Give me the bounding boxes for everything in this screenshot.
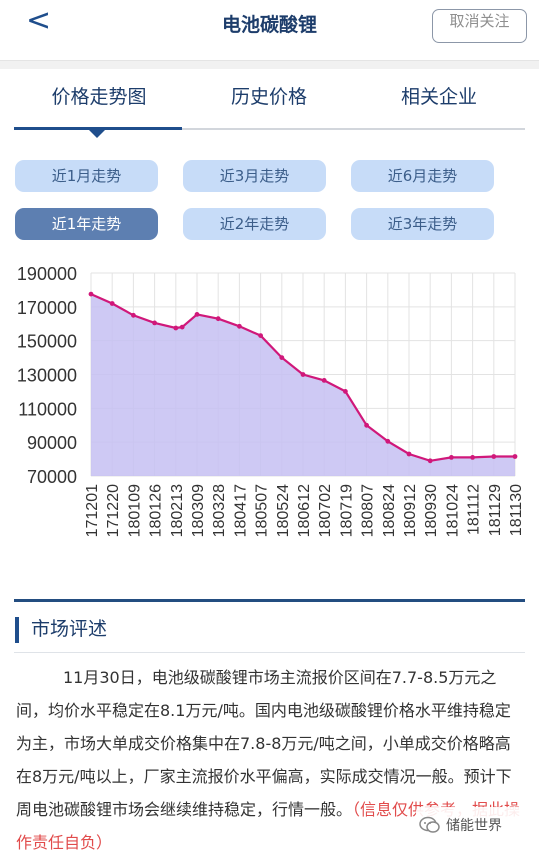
data-point-9: [258, 333, 263, 338]
range-2-years-button[interactable]: 近2年走势: [183, 208, 326, 240]
x-tick-label-13: 180807: [360, 484, 377, 537]
y-tick-label-5: 90000: [27, 433, 77, 453]
tab-divider: [14, 128, 525, 130]
data-point-19: [470, 455, 475, 460]
x-tick-label-7: 180417: [232, 484, 249, 537]
y-tick-label-6: 70000: [27, 467, 77, 487]
tab-related-companies[interactable]: 相关企业: [400, 86, 477, 108]
x-tick-label-16: 180930: [423, 484, 440, 537]
data-point-17: [427, 458, 433, 464]
x-axis-ticks: 171201 171220 180109 180126 180213 180309 1803…: [84, 484, 525, 537]
x-tick-label-4: 180213: [169, 484, 186, 537]
data-point-12: [321, 378, 327, 383]
data-point-14: [364, 422, 369, 428]
market-review-body: 11月30日，电池级碳酸锂市场主流报价区间在7.7-8.5万元之间，均价水平稳定…: [16, 668, 512, 819]
series-area-fill: [91, 294, 515, 476]
data-point-20: [491, 454, 497, 459]
data-point-6: [194, 312, 200, 317]
x-tick-label-15: 180912: [402, 484, 419, 537]
x-tick-label-1: 171220: [105, 484, 122, 537]
tab-active-indicator: [14, 127, 182, 130]
tab-bar: 价格走势图 历史价格 相关企业: [14, 70, 525, 138]
y-tick-label-1: 170000: [17, 298, 77, 318]
y-tick-label-2: 150000: [17, 332, 77, 352]
watermark-text: 储能世界: [446, 818, 502, 834]
data-point-18: [449, 455, 454, 460]
x-tick-label-18: 181112: [466, 484, 483, 535]
header-gap: [0, 61, 539, 69]
wechat-icon: [419, 816, 440, 833]
series-line: [90, 293, 515, 462]
section-accent-bar: [15, 617, 19, 643]
data-point-10: [279, 355, 285, 360]
top-bar: < 电池碳酸锂 取消关注: [0, 0, 539, 61]
data-point-0: [88, 291, 94, 297]
data-point-2: [131, 312, 136, 318]
x-tick-label-3: 180126: [148, 484, 165, 537]
data-point-13: [343, 389, 348, 394]
section-divider: [14, 652, 525, 653]
x-tick-label-8: 180507: [254, 484, 271, 537]
section-top-divider: [14, 599, 525, 602]
range-3-years-button[interactable]: 近3年走势: [351, 208, 494, 240]
y-axis-ticks: 190000 170000 150000 130000 110000 90000 70000: [17, 264, 77, 487]
data-point-4: [173, 325, 179, 331]
y-tick-label-0: 190000: [17, 264, 77, 284]
page-title: 电池碳酸锂: [221, 14, 317, 36]
chart-area: [88, 291, 518, 476]
x-tick-label-5: 180309: [190, 484, 207, 537]
range-3-months-button[interactable]: 近3月走势: [183, 160, 326, 192]
data-point-5: [179, 324, 185, 330]
tab-history-price[interactable]: 历史价格: [230, 86, 307, 108]
wechat-watermark: 储能世界: [416, 807, 536, 843]
x-tick-label-19: 181129: [487, 484, 504, 536]
x-tick-label-2: 180109: [126, 484, 143, 537]
x-tick-label-12: 180719: [338, 484, 355, 537]
data-point-15: [385, 438, 391, 444]
data-point-8: [237, 323, 242, 329]
x-tick-label-20: 181130: [508, 484, 525, 536]
data-point-7: [215, 316, 221, 322]
x-tick-label-11: 180702: [317, 484, 334, 537]
range-1-month-button[interactable]: 近1月走势: [15, 160, 158, 192]
x-tick-label-9: 180524: [275, 484, 292, 537]
x-tick-label-0: 171201: [84, 484, 101, 537]
market-review-text: 11月30日，电池级碳酸锂市场主流报价区间在7.7-8.5万元之间，均价水平稳定…: [16, 661, 522, 859]
market-review-title: 市场评述: [31, 618, 108, 640]
data-point-21: [512, 454, 518, 459]
caret-down-icon: [88, 129, 106, 138]
data-point-1: [109, 301, 115, 306]
tab-price-trend[interactable]: 价格走势图: [51, 86, 147, 108]
range-1-year-button[interactable]: 近1年走势: [15, 208, 158, 240]
y-tick-label-4: 110000: [18, 399, 77, 419]
x-tick-label-6: 180328: [211, 484, 228, 537]
data-point-3: [152, 320, 158, 326]
back-icon[interactable]: <: [26, 3, 52, 38]
x-tick-label-10: 180612: [296, 484, 313, 537]
x-tick-label-17: 181024: [444, 484, 461, 537]
price-trend-chart: 190000 170000 150000 130000 110000 90000 70000…: [17, 264, 525, 537]
x-tick-label-14: 180824: [381, 484, 398, 537]
y-tick-label-3: 130000: [17, 366, 77, 386]
data-point-16: [406, 451, 412, 457]
data-point-11: [300, 372, 306, 377]
unfollow-button[interactable]: 取消关注: [432, 9, 527, 43]
range-6-months-button[interactable]: 近6月走势: [351, 160, 494, 192]
